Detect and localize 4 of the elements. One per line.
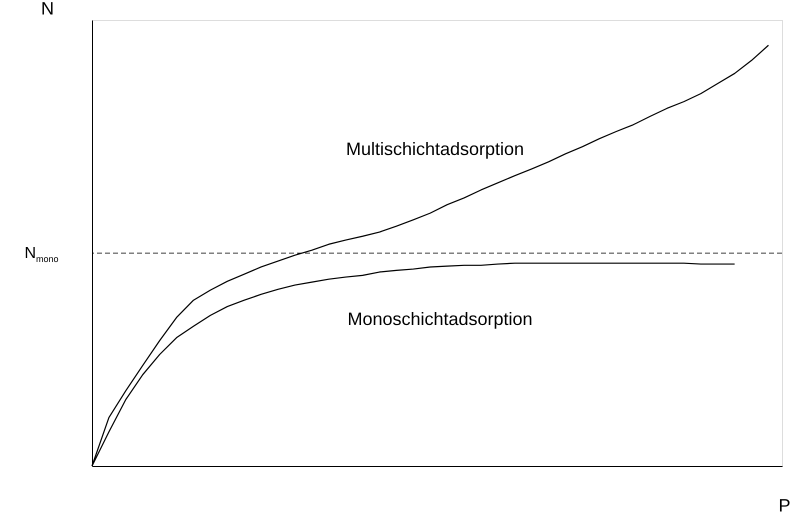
annotation: Monoschichtadsorption	[347, 309, 533, 329]
x-axis-title: P	[778, 496, 790, 516]
annotation: Multischichtadsorption	[346, 139, 524, 159]
y-axis-title: N	[41, 0, 54, 18]
